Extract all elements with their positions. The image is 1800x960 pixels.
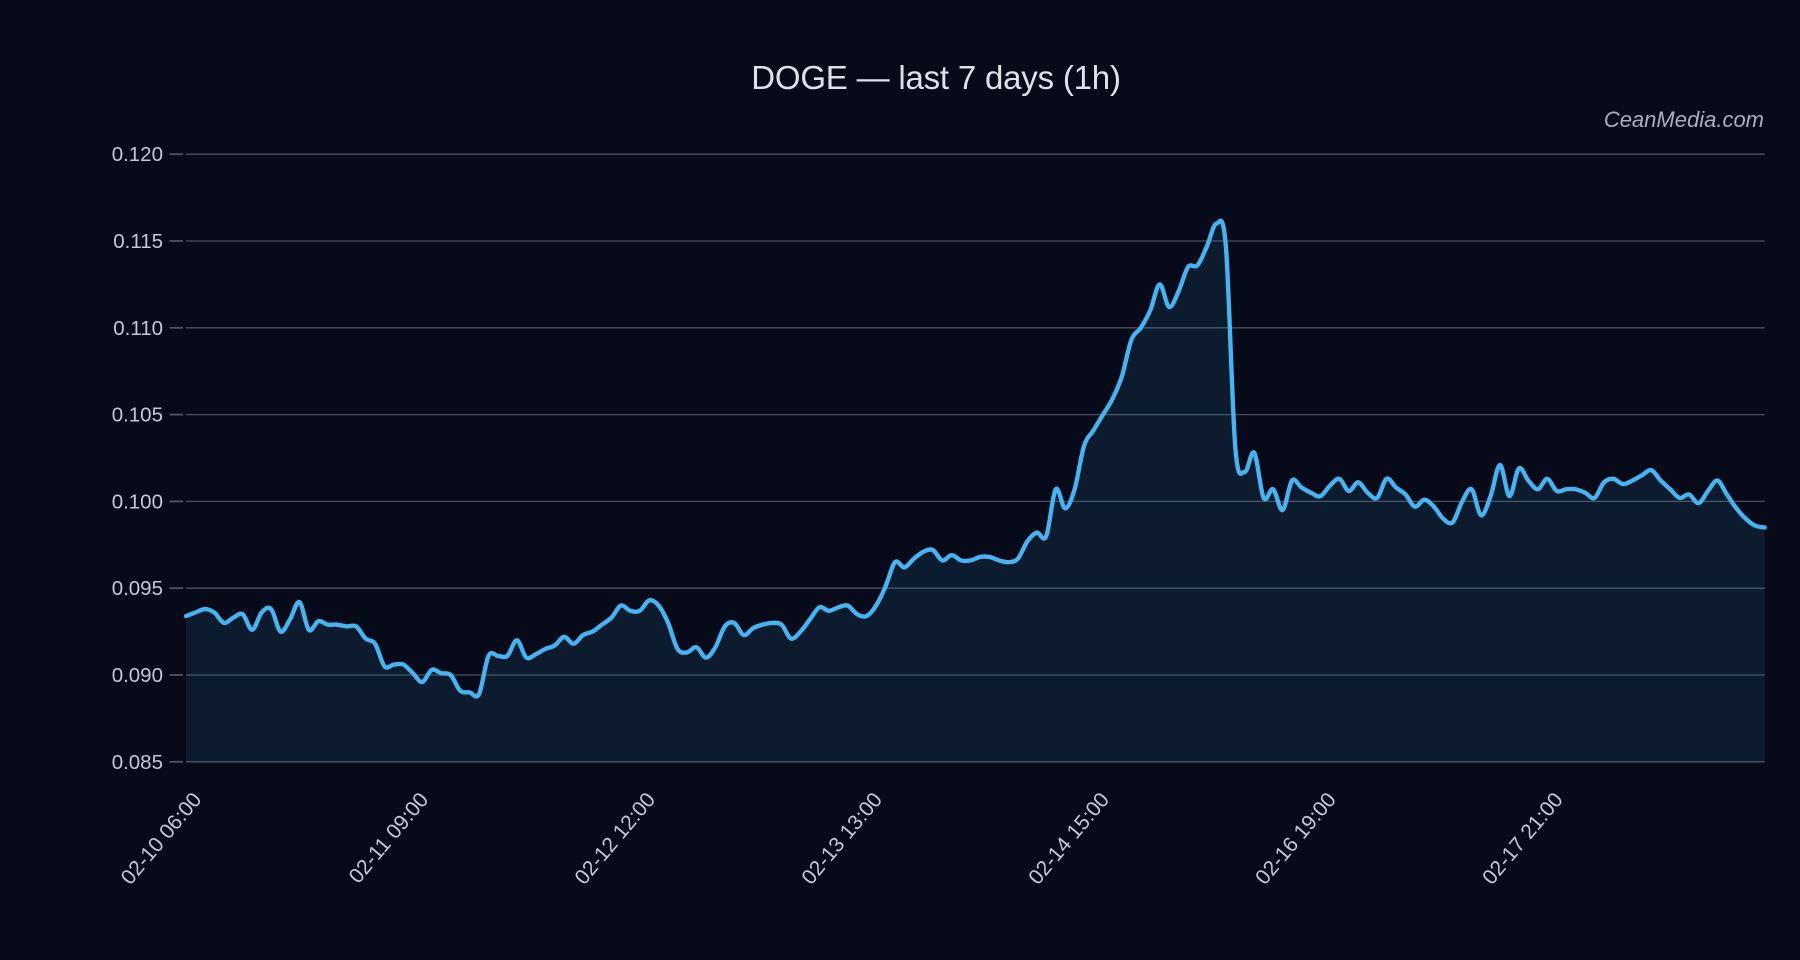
- svg-text:0.120: 0.120: [112, 143, 163, 166]
- svg-text:CeanMedia.com: CeanMedia.com: [1604, 107, 1764, 132]
- svg-text:0.085: 0.085: [112, 751, 163, 774]
- svg-text:0.105: 0.105: [112, 404, 163, 427]
- svg-text:0.100: 0.100: [112, 490, 163, 513]
- svg-text:DOGE — last 7 days (1h): DOGE — last 7 days (1h): [751, 59, 1121, 96]
- svg-text:0.115: 0.115: [113, 230, 163, 253]
- svg-text:0.090: 0.090: [112, 664, 163, 687]
- svg-text:0.095: 0.095: [112, 577, 163, 600]
- svg-text:0.110: 0.110: [113, 317, 163, 340]
